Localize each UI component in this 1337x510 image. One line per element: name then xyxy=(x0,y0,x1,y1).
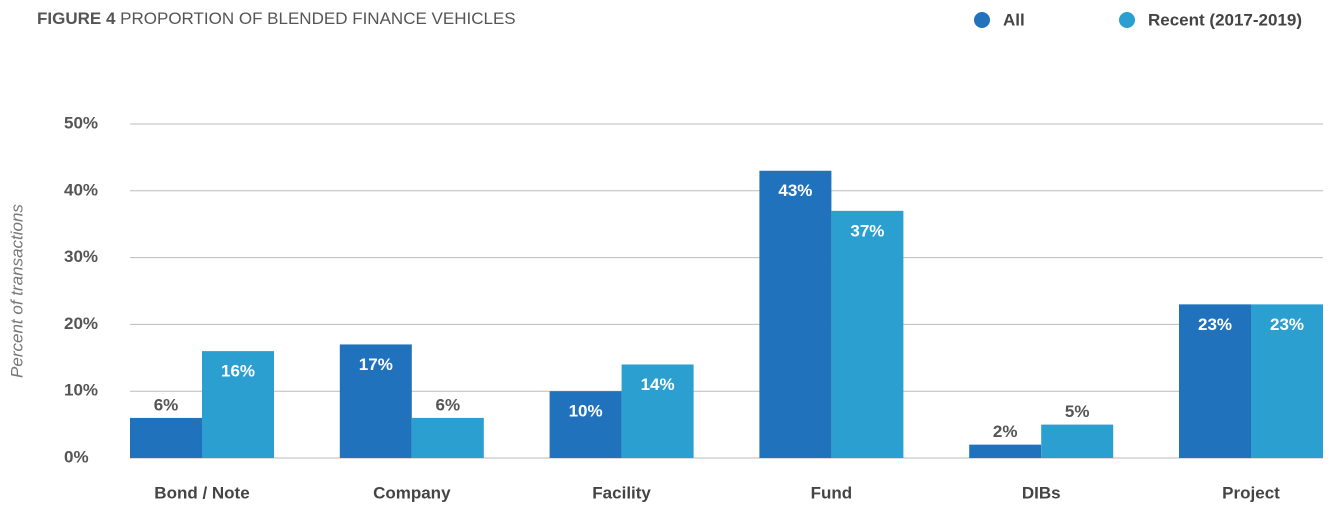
legend-label: Recent (2017-2019) xyxy=(1148,10,1302,29)
value-label: 17% xyxy=(359,355,393,374)
bar xyxy=(130,417,202,458)
value-label: 37% xyxy=(850,221,884,240)
value-label: 23% xyxy=(1198,315,1232,334)
value-label: 5% xyxy=(1065,402,1090,421)
value-label: 14% xyxy=(641,375,675,394)
bar xyxy=(759,170,832,458)
bar xyxy=(1041,424,1114,458)
value-label: 10% xyxy=(569,402,603,421)
y-axis-label: Percent of transactions xyxy=(7,204,26,378)
value-label: 16% xyxy=(221,362,255,381)
value-label: 6% xyxy=(154,395,179,414)
bar xyxy=(831,210,904,458)
bar xyxy=(202,351,274,458)
chart-title: FIGURE 4 PROPORTION OF BLENDED FINANCE V… xyxy=(37,9,516,28)
y-tick-label: 10% xyxy=(64,381,98,400)
title: PROPORTION OF BLENDED FINANCE VEHICLES xyxy=(120,9,515,28)
legend-label: All xyxy=(1003,10,1025,29)
x-tick-label: Project xyxy=(1222,483,1280,502)
x-tick-label: DIBs xyxy=(1022,483,1061,502)
value-label: 43% xyxy=(778,181,812,200)
x-tick-label: Facility xyxy=(592,483,651,502)
y-tick-label: 0% xyxy=(64,447,89,466)
bar xyxy=(1251,304,1323,458)
x-tick-label: Company xyxy=(373,483,451,502)
y-tick-label: 40% xyxy=(64,180,98,199)
y-tick-label: 20% xyxy=(64,314,98,333)
x-tick-label: Bond / Note xyxy=(154,483,249,502)
bar xyxy=(621,364,694,458)
bar xyxy=(969,444,1042,458)
figure-label: FIGURE 4 xyxy=(37,9,116,28)
bar xyxy=(549,391,622,458)
bar xyxy=(1179,304,1251,458)
value-label: 6% xyxy=(436,395,461,414)
value-label: 23% xyxy=(1270,315,1304,334)
legend-swatch xyxy=(974,12,990,28)
y-tick-label: 50% xyxy=(64,113,98,132)
y-tick-label: 30% xyxy=(64,247,98,266)
bar xyxy=(411,417,484,458)
x-tick-label: Fund xyxy=(811,483,853,502)
value-label: 2% xyxy=(993,422,1018,441)
bar xyxy=(339,344,412,458)
legend-swatch xyxy=(1119,12,1135,28)
